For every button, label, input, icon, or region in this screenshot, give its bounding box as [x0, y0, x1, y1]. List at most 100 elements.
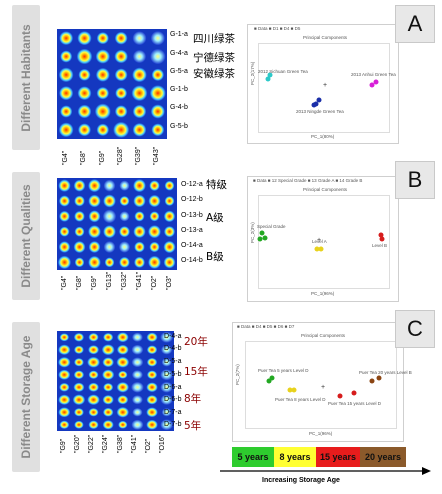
- point-label: Puer Tea 15 years Level D: [328, 401, 381, 406]
- cn-label-ningde: 宁德绿茶: [193, 52, 235, 64]
- pca-legend: ■ Data ■ 12 Special Grade ■ 13 Grade A ■…: [253, 178, 363, 183]
- row-label: O-14-a: [181, 242, 203, 249]
- point-label: 2013 Anhui Green Tea: [351, 72, 396, 77]
- cn-label-anhui: 安徽绿茶: [193, 68, 235, 80]
- heatmap-cell: [96, 32, 109, 45]
- heatmap-cell: [148, 225, 161, 239]
- col-label: "G38": [117, 434, 124, 453]
- heatmap-cell: [115, 87, 128, 100]
- heatmap-cell: [77, 86, 92, 101]
- side-label-qualities: Different Qualities: [12, 172, 40, 300]
- heatmap-cell: [114, 31, 128, 45]
- heatmap-cell: [116, 332, 129, 343]
- heatmap-cell: [73, 370, 85, 380]
- heatmap-habitants: [57, 29, 167, 139]
- heatmap-cell: [146, 382, 158, 393]
- storage-box-8y: 8 years: [274, 447, 316, 467]
- heatmap-cell: [119, 180, 130, 191]
- col-label: "G39": [135, 146, 142, 165]
- row-label: D-7-a: [164, 409, 182, 416]
- heatmap-cell: [132, 395, 143, 405]
- heatmap-cell: [59, 226, 70, 237]
- heatmap-background: [57, 178, 177, 270]
- heatmap-cell: [133, 179, 146, 193]
- storage-box-20y: 20 years: [360, 447, 406, 467]
- heatmap-cell: [88, 420, 99, 430]
- heatmap-cell: [74, 195, 85, 207]
- row-label: O-13-a: [181, 227, 203, 234]
- heatmap-cell: [146, 357, 158, 367]
- heatmap-cell: [88, 194, 101, 208]
- row-label: G-1-b: [170, 86, 188, 93]
- heatmap-cell: [146, 370, 158, 380]
- heatmap-cell: [161, 357, 172, 367]
- col-label: "G41": [131, 434, 138, 453]
- heatmap-cell: [73, 240, 86, 254]
- point-label: Puer Tea 20 years Level B: [359, 370, 412, 375]
- storage-box-15y: 15 years: [316, 447, 360, 467]
- row-label: O-14-b: [181, 257, 203, 264]
- heatmap-cell: [117, 395, 129, 405]
- heatmap-cell: [133, 50, 146, 63]
- heatmap-cell: [72, 394, 86, 406]
- heatmap-cell: [131, 344, 144, 355]
- cn-label-grade-b: B级: [206, 251, 224, 263]
- heatmap-cell: [88, 179, 101, 193]
- heatmap-background: [57, 331, 174, 431]
- heatmap-cell: [160, 331, 174, 343]
- heatmap-cell: [58, 67, 74, 83]
- row-label: O-12-a: [181, 181, 203, 188]
- heatmap-cell: [58, 122, 74, 138]
- heatmap-cell: [58, 356, 71, 368]
- heatmap-cell: [149, 85, 166, 102]
- heatmap-cell: [103, 194, 116, 208]
- row-label: D-6-b: [164, 396, 182, 403]
- cn-label-8y: 8年: [184, 393, 202, 405]
- heatmap-cell: [77, 31, 92, 46]
- heatmap-cell: [146, 419, 158, 430]
- heatmap-cell: [118, 420, 128, 429]
- heatmap-cell: [88, 255, 101, 269]
- pca-legend: ■ Data ■ D1 ■ D4 ■ D5: [254, 26, 301, 31]
- heatmap-cell: [148, 194, 161, 208]
- heatmap-cell: [73, 179, 86, 192]
- col-label: "G24": [102, 434, 109, 453]
- heatmap-cell: [102, 419, 114, 430]
- pca-title: Principal Components: [303, 187, 348, 192]
- svg-text:+: +: [321, 384, 325, 391]
- heatmap-cell: [134, 241, 145, 253]
- axis-caption: Increasing Storage Age: [262, 477, 340, 484]
- pca-plot-c: ■ Data ■ D4 ■ D5 ■ D6 ■ D7 Principal Com…: [232, 322, 412, 442]
- heatmap-cell: [164, 195, 175, 207]
- heatmap-cell: [58, 344, 71, 356]
- heatmap-cell: [116, 381, 130, 393]
- heatmap-cell: [78, 123, 91, 137]
- col-label: "G22": [88, 434, 95, 453]
- heatmap-cell: [114, 68, 128, 82]
- heatmap-cell: [116, 344, 129, 355]
- col-label: "O2": [145, 438, 152, 453]
- heatmap-cell: [58, 369, 71, 380]
- heatmap-cell: [146, 332, 158, 342]
- heatmap-cell: [118, 226, 131, 238]
- cn-label-grade-a: A级: [206, 212, 224, 224]
- heatmap-cell: [102, 369, 115, 380]
- heatmap-cell: [161, 408, 172, 417]
- point-label: 2012 Sichuan Green Tea: [258, 69, 308, 74]
- heatmap-cell: [119, 256, 130, 268]
- heatmap-cell: [132, 332, 143, 342]
- heatmap-cell: [102, 407, 114, 417]
- heatmap-cell: [76, 48, 93, 65]
- col-label: "G41": [136, 271, 143, 290]
- heatmap-cell: [73, 358, 84, 367]
- pca-xlabel: PC_1(80%): [311, 134, 335, 139]
- heatmap-cell: [96, 123, 110, 137]
- heatmap-cell: [101, 344, 115, 356]
- point-label: Level B: [372, 243, 388, 248]
- col-label: "G9": [91, 275, 98, 290]
- heatmap-cell: [134, 211, 145, 222]
- side-label-storage: Different Storage Age: [12, 322, 40, 472]
- heatmap-cell: [119, 211, 130, 222]
- pca-plot-a: Principal Components ■ Data ■ D1 ■ D4 ■ …: [247, 24, 399, 144]
- heatmap-cell: [96, 86, 110, 100]
